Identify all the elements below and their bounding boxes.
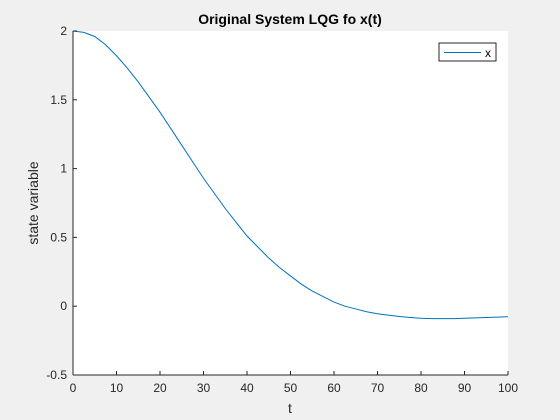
x-tick-label: 50 <box>284 381 298 395</box>
y-tick-label: 2 <box>60 24 67 38</box>
y-tick-label: 0.5 <box>50 230 67 244</box>
x-tick-label: 40 <box>240 381 254 395</box>
legend: x <box>438 42 497 62</box>
x-tick-label: 0 <box>70 381 77 395</box>
ticks <box>72 30 509 376</box>
y-tick-label: 1 <box>60 162 67 176</box>
data-lines <box>72 30 509 320</box>
x-tick-label: 60 <box>327 381 341 395</box>
x-tick-label: 70 <box>371 381 385 395</box>
y-tick-label: 1.5 <box>50 93 67 107</box>
chart-title: Original System LQG fo x(t) <box>198 11 382 27</box>
x-tick-label: 20 <box>153 381 167 395</box>
x-tick-label: 10 <box>110 381 124 395</box>
x-tick-label: 30 <box>197 381 211 395</box>
y-tick-label: 0 <box>60 299 67 313</box>
y-tick-label: -0.5 <box>46 368 67 382</box>
y-axis-title: state variable <box>25 161 41 244</box>
legend-label-x: x <box>485 46 491 60</box>
tick-labels: 0 10 20 30 40 50 60 70 80 90 100-0.500.511.52 <box>46 24 518 395</box>
x-tick-label: 80 <box>414 381 428 395</box>
x-axis-title: t <box>288 400 292 416</box>
plot-area <box>73 31 508 375</box>
series-line-x <box>72 30 509 320</box>
x-tick-label: 90 <box>458 381 472 395</box>
x-tick-label: 100 <box>498 381 518 395</box>
